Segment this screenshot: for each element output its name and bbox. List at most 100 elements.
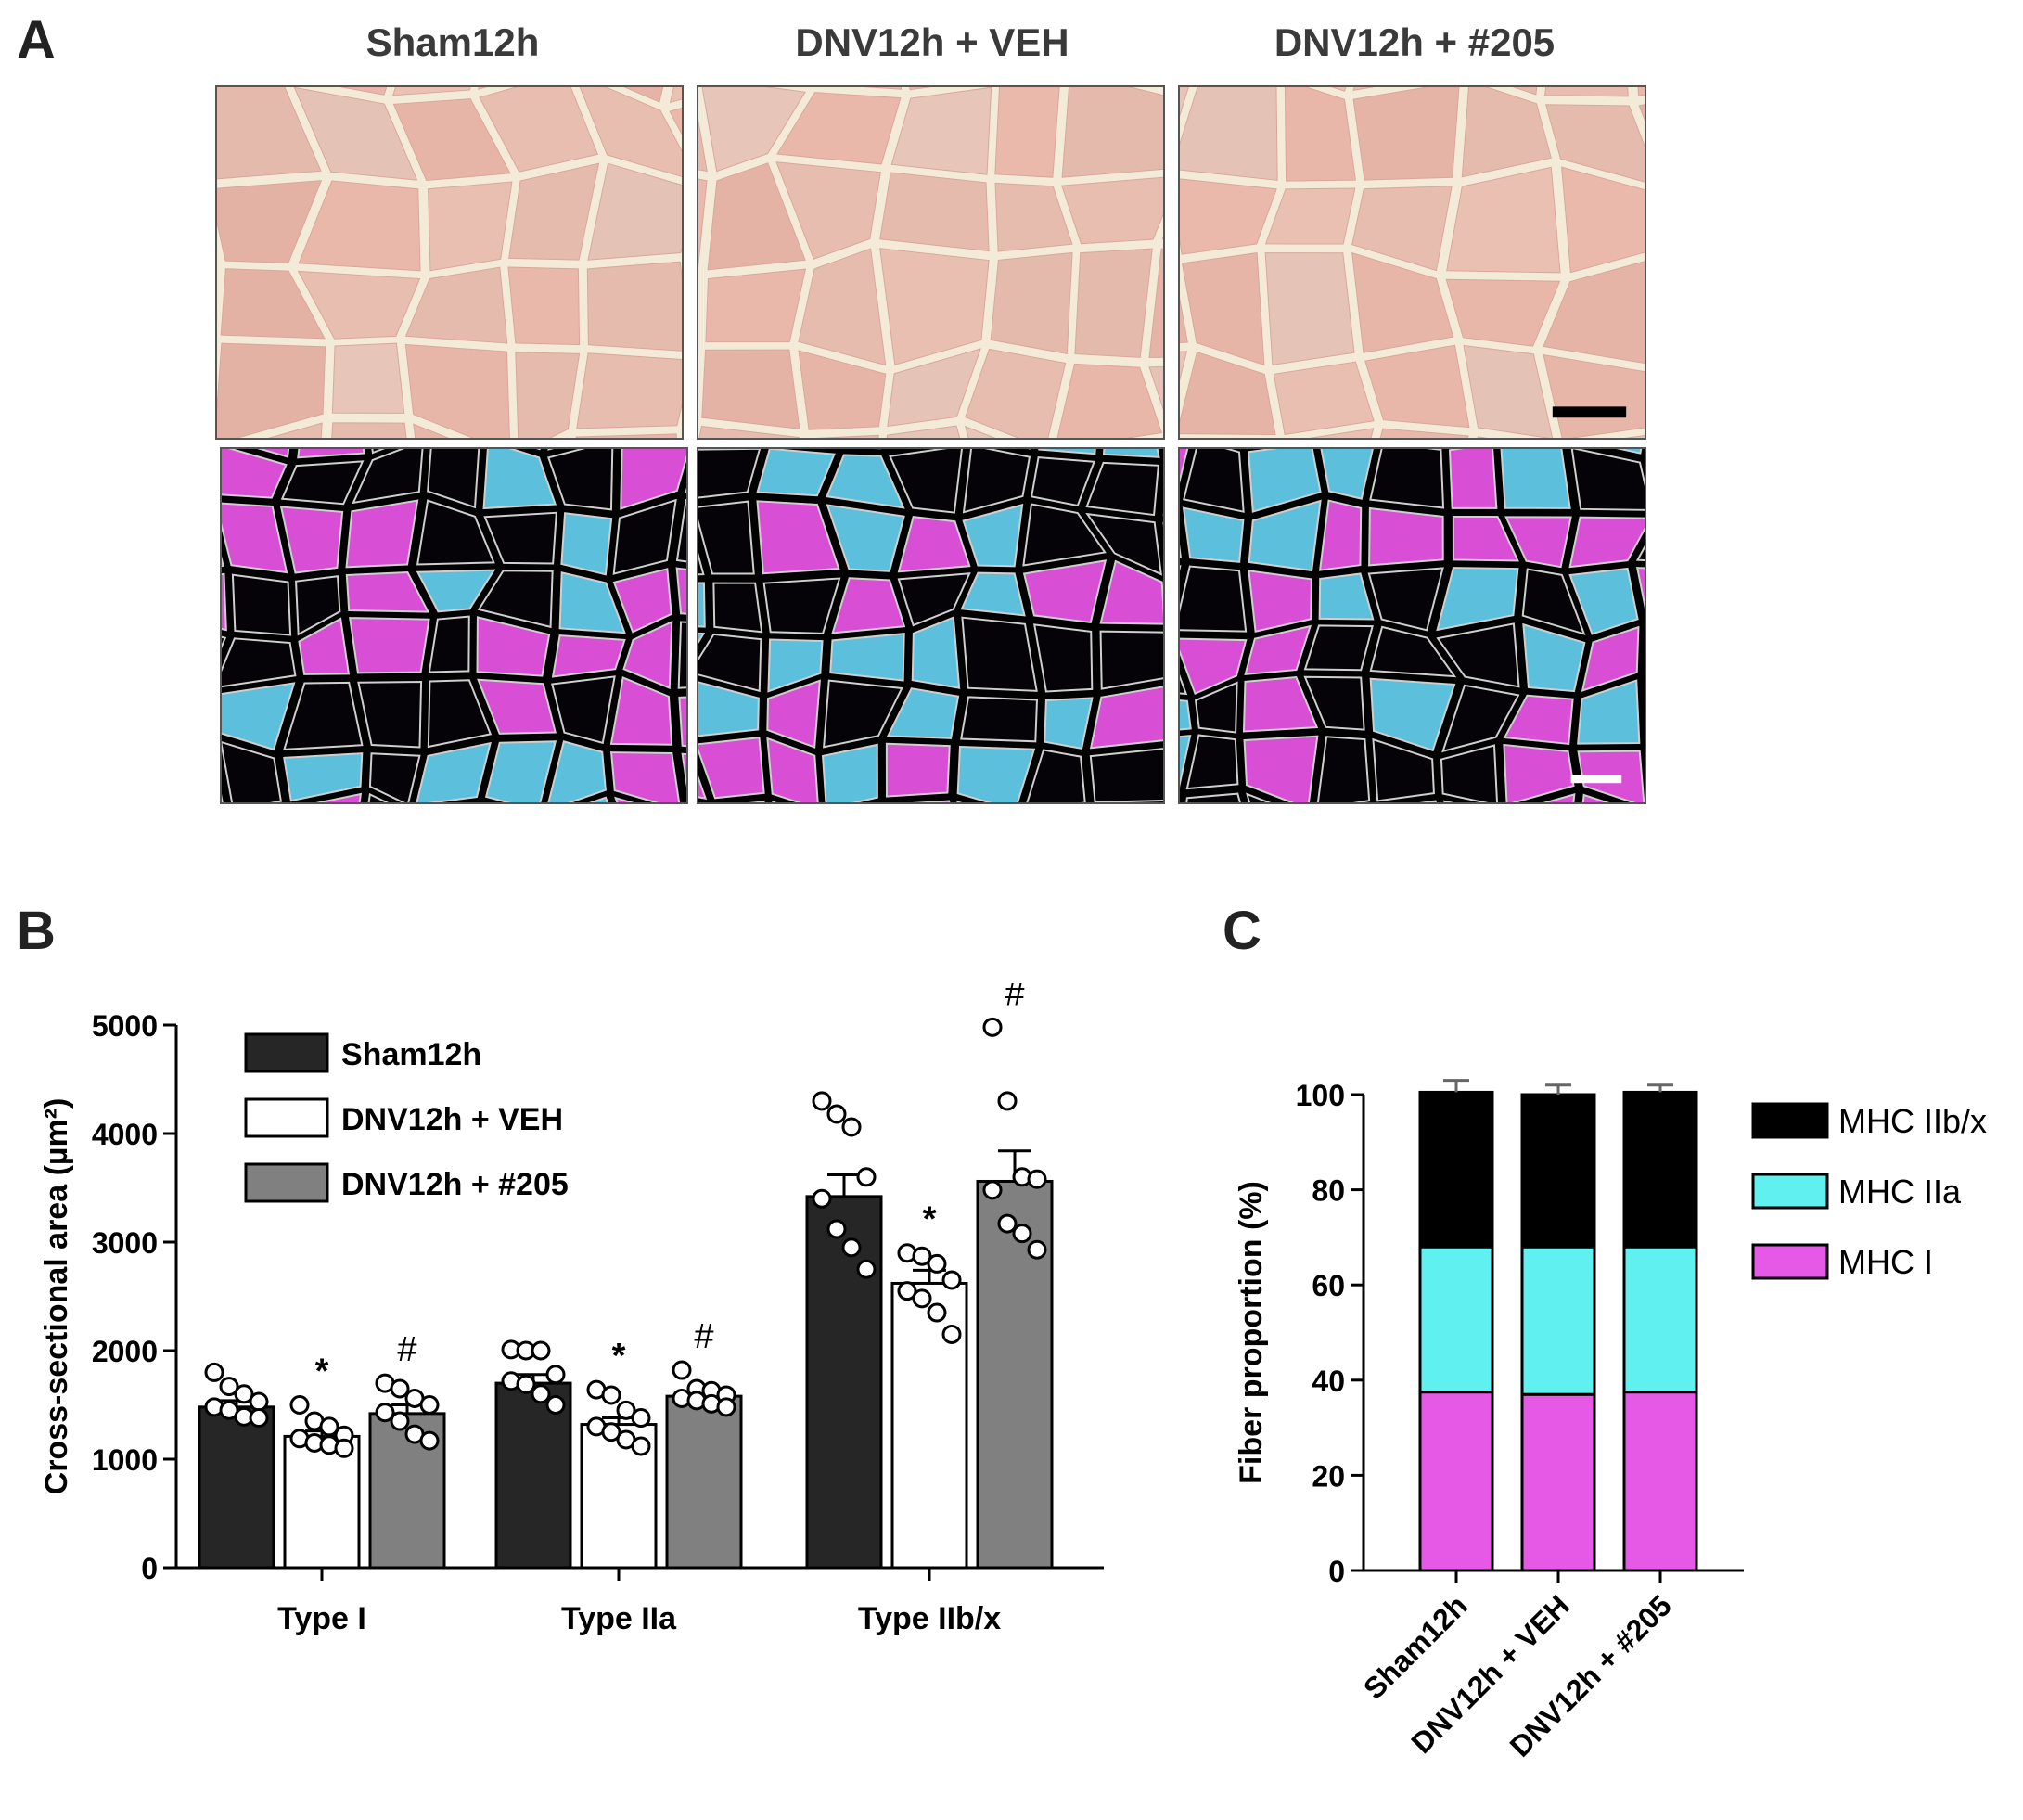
muscle-fiber: [280, 460, 365, 506]
muscle-fiber: [698, 775, 708, 801]
muscle-fiber: [482, 449, 557, 510]
muscle-fiber: [1242, 675, 1319, 733]
muscle-fiber: [392, 98, 511, 182]
muscle-fiber: [1544, 87, 1629, 97]
panel-label-a: A: [17, 10, 56, 70]
fluor-image-veh: [697, 447, 1165, 804]
stacked-segment: [1418, 1391, 1494, 1572]
y-tick-label: 0: [1328, 1555, 1345, 1588]
y-tick-label: 100: [1296, 1079, 1345, 1112]
muscle-fiber: [622, 620, 673, 690]
muscle-fiber: [1038, 449, 1096, 455]
muscle-fiber: [1181, 252, 1265, 366]
muscle-fiber: [479, 87, 599, 173]
muscle-fiber: [476, 616, 551, 677]
legend-swatch: [1751, 1102, 1829, 1139]
scale-bar: [1570, 775, 1622, 784]
muscle-fiber: [863, 87, 903, 90]
muscle-fiber: [222, 635, 227, 649]
muscle-fiber: [1180, 351, 1188, 381]
he-image-veh: [697, 85, 1165, 440]
muscle-fiber: [698, 632, 706, 645]
category-label: Type I: [277, 1601, 366, 1636]
muscle-fiber: [912, 800, 951, 802]
y-tick-label: 5000: [92, 1009, 158, 1043]
muscle-fiber: [879, 172, 990, 252]
muscle-fiber: [515, 352, 581, 438]
data-point: [927, 1253, 947, 1274]
muscle-fiber: [1243, 735, 1319, 802]
legend-label: DNV12h + #205: [341, 1167, 569, 1202]
muscle-fiber: [1503, 743, 1575, 802]
he-image-veh-svg: [698, 87, 1163, 438]
muscle-fiber: [669, 87, 682, 104]
muscle-fiber: [1074, 248, 1153, 358]
muscle-fiber: [762, 577, 841, 634]
muscle-fiber: [698, 425, 800, 438]
data-point: [856, 1167, 877, 1187]
muscle-fiber: [962, 449, 1031, 514]
stacked-segment: [1622, 1090, 1698, 1249]
muscle-fiber: [391, 87, 471, 96]
muscle-fiber: [1624, 434, 1645, 438]
muscle-fiber: [1185, 734, 1239, 790]
muscle-fiber: [609, 751, 681, 802]
muscle-fiber: [964, 425, 996, 438]
data-point: [631, 1408, 651, 1429]
data-point: [912, 1246, 932, 1266]
muscle-fiber: [551, 634, 626, 678]
data-point: [545, 1365, 566, 1385]
stacked-segment: [1418, 1245, 1494, 1394]
muscle-fiber: [1248, 449, 1322, 513]
significance-marker: *: [315, 1352, 329, 1391]
muscle-fiber: [404, 266, 508, 344]
muscle-fiber: [1522, 622, 1586, 693]
muscle-fiber: [798, 248, 887, 366]
muscle-fiber: [994, 182, 1073, 252]
muscle-fiber: [297, 270, 421, 340]
fluor-image-veh-svg: [698, 449, 1163, 802]
muscle-fiber: [1635, 545, 1645, 562]
muscle-fiber: [879, 248, 990, 365]
muscle-fiber: [609, 676, 673, 746]
data-point: [545, 1395, 566, 1415]
data-point: [812, 1188, 832, 1209]
muscle-fiber: [1445, 278, 1561, 347]
muscle-fiber: [331, 422, 407, 438]
muscle-fiber: [889, 449, 963, 514]
muscle-fiber: [623, 87, 664, 103]
muscle-fiber: [1500, 449, 1571, 509]
data-point: [982, 1017, 1003, 1037]
muscle-fiber: [1264, 187, 1356, 245]
chart-b: 0 1000 2000 3000 4000 5000 Cross-sectional are…: [39, 983, 1104, 1636]
muscle-fiber: [1545, 104, 1645, 183]
muscle-fiber: [962, 503, 1024, 568]
significance-marker: #: [1005, 983, 1024, 1013]
muscle-fiber: [887, 348, 981, 428]
muscle-fiber: [701, 349, 800, 429]
category-label: Type IIa: [561, 1601, 677, 1636]
data-point: [856, 1259, 877, 1279]
muscle-fiber: [821, 743, 878, 802]
significance-marker: *: [923, 1200, 937, 1239]
muscle-fiber: [1320, 449, 1374, 500]
legend-swatch: [1751, 1173, 1829, 1210]
muscle-fiber: [558, 571, 626, 634]
muscle-fiber: [767, 638, 824, 693]
muscle-fiber: [1418, 800, 1437, 802]
muscle-fiber: [1026, 749, 1086, 802]
muscle-fiber: [1099, 630, 1163, 690]
data-point: [912, 1288, 932, 1309]
muscle-fiber: [766, 679, 821, 749]
muscle-fiber: [427, 449, 480, 509]
muscle-fiber: [897, 572, 971, 627]
y-tick-label: 3000: [92, 1226, 158, 1260]
he-image-sham: [215, 85, 684, 440]
muscle-fiber: [371, 449, 386, 455]
muscle-fiber: [698, 633, 762, 693]
muscle-fiber: [1180, 673, 1188, 696]
muscle-fiber: [1369, 449, 1445, 509]
muscle-fiber: [1379, 428, 1469, 438]
muscle-fiber: [416, 569, 496, 613]
